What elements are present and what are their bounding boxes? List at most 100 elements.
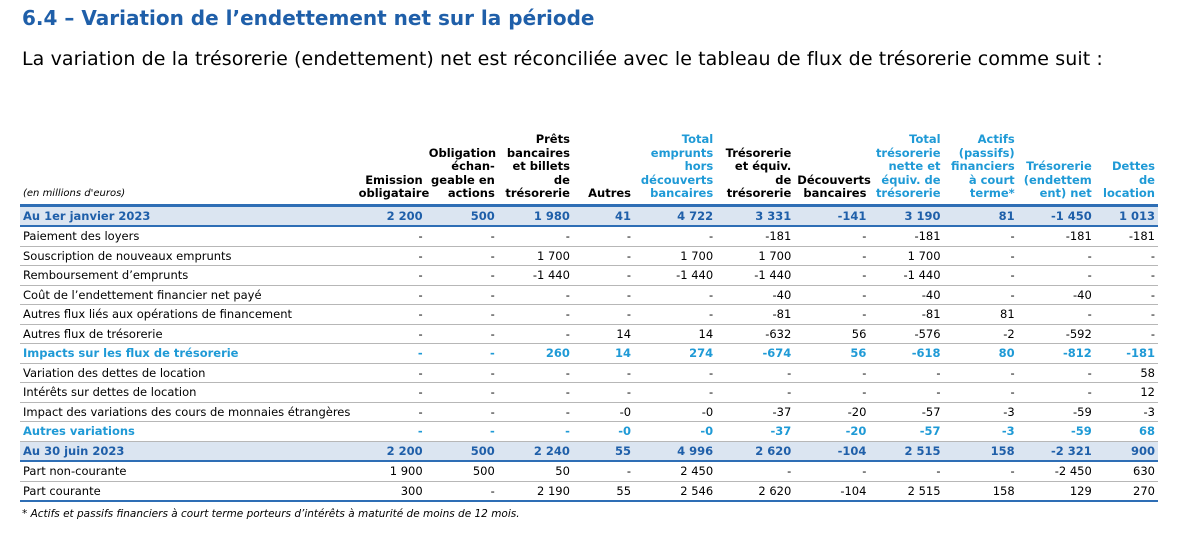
cell: -	[425, 265, 498, 286]
cell: -	[355, 226, 426, 247]
cell: -81	[716, 304, 795, 325]
cell: -	[716, 363, 795, 383]
cell: -	[1094, 285, 1158, 305]
row-label: Coût de l’endettement financier net payé	[20, 285, 356, 305]
cell: -0	[634, 421, 717, 442]
table-row: Impacts sur les flux de trésorerie - -260 1…	[20, 343, 1158, 364]
cell: -2 321	[1017, 441, 1095, 462]
cell: -2	[943, 324, 1018, 344]
cell: -	[355, 285, 426, 305]
cell: 56	[794, 324, 870, 344]
cell: -	[1017, 304, 1095, 325]
row-label: Remboursement d’emprunts	[20, 265, 356, 286]
cell: -	[1017, 265, 1095, 286]
header-row: (en millions d'euros) Emission obligatair…	[20, 132, 1158, 207]
cell: -	[425, 481, 498, 502]
cell: -	[943, 226, 1018, 247]
cell: 14	[634, 324, 717, 344]
cell: -	[355, 265, 426, 286]
cell: -0	[572, 402, 635, 422]
cell: 300	[355, 481, 426, 502]
cell: -20	[794, 402, 870, 422]
table-row: Souscription de nouveaux emprunts - -1 700…	[20, 246, 1158, 266]
cell: -	[716, 382, 795, 403]
cell: -	[425, 421, 498, 442]
cell: -	[1094, 304, 1158, 325]
cell: 3 190	[869, 205, 944, 227]
table-row: Au 1er janvier 2023 2 200 500 1 980 41 4 722 3…	[20, 205, 1158, 227]
cell: -	[572, 304, 635, 325]
cell: -141	[794, 205, 870, 227]
footnote: * Actifs et passifs financiers à court t…	[22, 508, 520, 520]
cell: -	[716, 461, 795, 482]
cell: -	[572, 226, 635, 247]
cell: -	[943, 285, 1018, 305]
cell: 274	[634, 343, 717, 364]
row-label: Autres flux liés aux opérations de finan…	[20, 304, 356, 325]
table-row: Intérêts sur dettes de location - - - - - - - - -…	[20, 382, 1158, 403]
cell: -	[794, 265, 870, 286]
cell: -	[943, 382, 1018, 403]
cell: -104	[794, 441, 870, 462]
cell: 500	[425, 461, 498, 482]
cell: -	[572, 265, 635, 286]
cell: -	[794, 461, 870, 482]
cell: -	[794, 382, 870, 403]
cell: -	[794, 246, 870, 266]
cell: 900	[1094, 441, 1158, 462]
row-label: Au 1er janvier 2023	[20, 205, 356, 227]
cell: 56	[794, 343, 870, 364]
cell: -	[943, 246, 1018, 266]
cell: 500	[425, 205, 498, 227]
cell: 2 620	[716, 441, 795, 462]
cell: -3	[1094, 402, 1158, 422]
cell: 3 331	[716, 205, 795, 227]
cell: -37	[716, 402, 795, 422]
row-label: Au 30 juin 2023	[20, 441, 356, 462]
cell: -1 440	[497, 265, 573, 286]
cell: 2 450	[634, 461, 717, 482]
cell: -	[572, 246, 635, 266]
cell: -632	[716, 324, 795, 344]
cell: 58	[1094, 363, 1158, 383]
cell: 68	[1094, 421, 1158, 442]
column-header: Obligation échan- geable en actions	[425, 133, 498, 207]
cell: -37	[716, 421, 795, 442]
cell: -59	[1017, 421, 1095, 442]
intro-text: La variation de la trésorerie (endetteme…	[22, 48, 1103, 70]
cell: -	[425, 382, 498, 403]
cell: 14	[572, 324, 635, 344]
cell: 81	[943, 304, 1018, 325]
cell: -1 440	[716, 265, 795, 286]
table-row: Coût de l’endettement financier net payé…	[20, 285, 1158, 305]
cell: 12	[1094, 382, 1158, 403]
cell: 260	[497, 343, 573, 364]
cell: -	[1017, 382, 1095, 403]
cell: -	[943, 363, 1018, 383]
cell: -	[425, 246, 498, 266]
cell: -40	[716, 285, 795, 305]
cell: -	[1017, 363, 1095, 383]
cell: -2 450	[1017, 461, 1095, 482]
row-label: Variation des dettes de location	[20, 363, 356, 383]
cell: -81	[869, 304, 944, 325]
cell: -	[634, 226, 717, 247]
cell: -	[572, 285, 635, 305]
cell: -	[355, 324, 426, 344]
cell: -	[497, 324, 573, 344]
cell: -	[355, 402, 426, 422]
cell: -	[497, 421, 573, 442]
cell: 2 620	[716, 481, 795, 502]
row-label: Impact des variations des cours de monna…	[20, 402, 356, 422]
row-label: Paiement des loyers	[20, 226, 356, 247]
cell: 158	[943, 481, 1018, 502]
cell: 55	[572, 441, 635, 462]
cell: 80	[943, 343, 1018, 364]
cell: -576	[869, 324, 944, 344]
table-row: Part non-courante 1 900 500 50-2 450- - - - -2 …	[20, 461, 1158, 482]
cell: -0	[634, 402, 717, 422]
table-row: Autres flux de trésorerie - - -14 14 -632 56 -5…	[20, 324, 1158, 344]
cell: -	[355, 304, 426, 325]
cell: -	[869, 363, 944, 383]
cell: 1 900	[355, 461, 426, 482]
